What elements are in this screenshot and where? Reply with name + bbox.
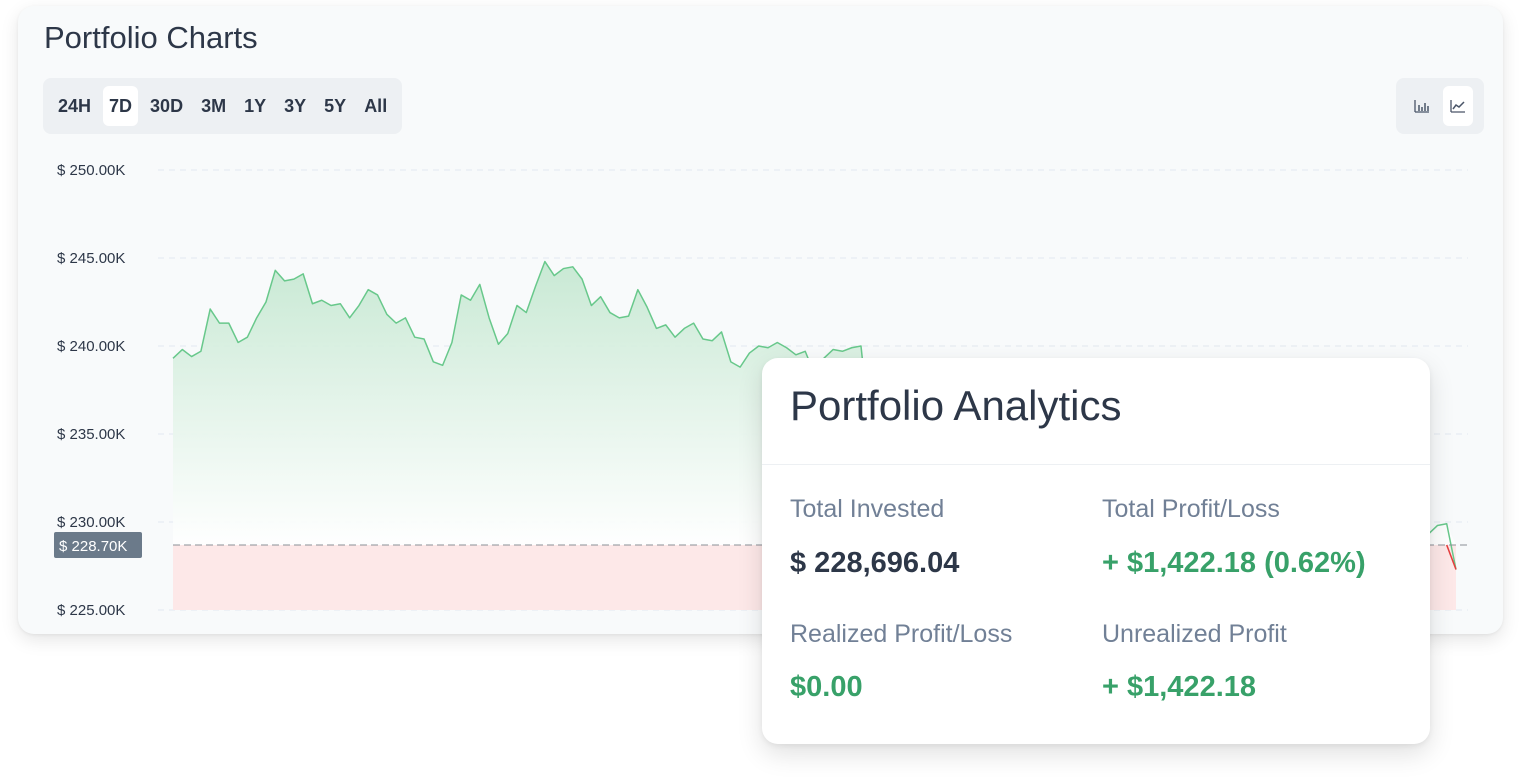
- reference-badge-label: $ 228.70K: [59, 538, 127, 555]
- y-tick-label: $ 225.00K: [57, 602, 125, 619]
- analytics-title: Portfolio Analytics: [790, 382, 1122, 429]
- bar-chart-button[interactable]: [1407, 86, 1437, 126]
- card-title: Portfolio Charts: [44, 20, 258, 55]
- divider: [762, 464, 1430, 465]
- portfolio-analytics-panel: Portfolio Analytics Total Invested $ 228…: [762, 358, 1430, 744]
- range-all-button[interactable]: All: [364, 95, 388, 116]
- range-30d-button[interactable]: 30D: [150, 95, 184, 116]
- y-tick-label: $ 240.00K: [57, 338, 125, 355]
- bar-chart-icon: [1414, 100, 1429, 113]
- reference-badge: [54, 531, 142, 558]
- range-3y-button[interactable]: 3Y: [284, 95, 307, 116]
- total-invested-label: Total Invested: [790, 495, 945, 523]
- range-24h-button[interactable]: 24H: [58, 95, 92, 116]
- total-profit-loss-value: + $1,422.18 (0.62%): [1102, 547, 1366, 579]
- realized-profit-loss-label: Realized Profit/Loss: [790, 620, 1013, 648]
- total-invested-value: $ 228,696.04: [790, 547, 960, 579]
- total-profit-loss-label: Total Profit/Loss: [1102, 495, 1280, 523]
- realized-profit-loss-value: $0.00: [790, 671, 863, 703]
- unrealized-profit-label: Unrealized Profit: [1102, 620, 1287, 648]
- range-7d-button[interactable]: 7D: [103, 86, 139, 126]
- line-chart-icon: [1450, 100, 1465, 113]
- line-chart-button[interactable]: [1443, 86, 1473, 126]
- y-tick-label: $ 250.00K: [57, 162, 125, 179]
- chart-type-selector: [1396, 78, 1484, 134]
- time-range-selector: 24H 7D 30D 3M 1Y 3Y 5Y All: [43, 78, 403, 134]
- range-5y-button[interactable]: 5Y: [324, 95, 347, 116]
- range-3m-button[interactable]: 3M: [201, 95, 227, 116]
- y-tick-label: $ 235.00K: [57, 426, 125, 443]
- unrealized-profit-value: + $1,422.18: [1102, 671, 1257, 703]
- range-1y-button[interactable]: 1Y: [244, 95, 267, 116]
- y-tick-label: $ 230.00K: [57, 514, 125, 531]
- y-tick-label: $ 245.00K: [57, 250, 125, 267]
- series-line-loss-segment: [1446, 544, 1457, 570]
